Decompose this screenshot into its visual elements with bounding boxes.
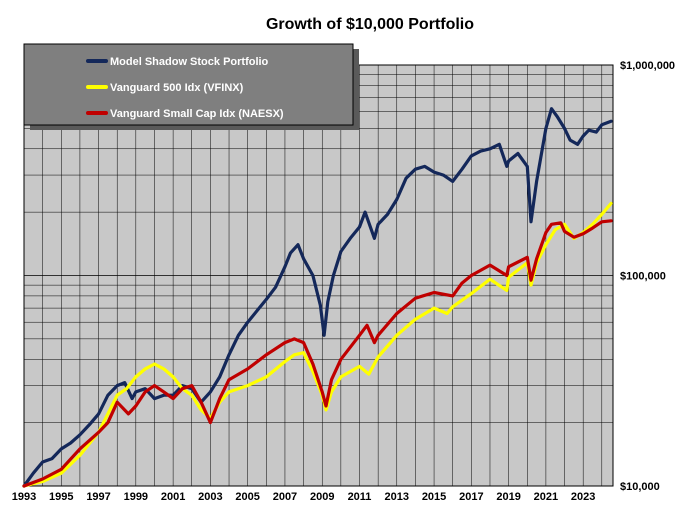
series-layer — [22, 107, 613, 488]
x-tick-label: 2003 — [198, 491, 222, 503]
x-tick-label: 2019 — [496, 491, 520, 503]
legend: Model Shadow Stock Portfolio Vanguard 500… — [23, 43, 359, 130]
legend-box — [23, 43, 354, 126]
legend-label-2: Vanguard Small Cap Idx (NAESX) — [110, 108, 284, 120]
series-line-2 — [22, 219, 613, 488]
x-tick-label: 2021 — [534, 491, 558, 503]
legend-label-0: Model Shadow Stock Portfolio — [110, 56, 269, 68]
y-tick-label: $1,000,000 — [620, 60, 675, 72]
y-tick-label: $100,000 — [620, 271, 666, 283]
legend-label-1: Vanguard 500 Idx (VFINX) — [110, 82, 244, 94]
x-tick-label: 2023 — [571, 491, 595, 503]
x-tick-label: 2001 — [161, 491, 185, 503]
x-tick-label: 2015 — [422, 491, 446, 503]
chart-title: Growth of $10,000 Portfolio — [266, 16, 474, 33]
series-line-0 — [22, 107, 613, 488]
x-axis-tick-labels: 1993 1995 1997 1999 2001 2003 2005 2007 2009 2011… — [12, 491, 596, 503]
x-tick-label: 1993 — [12, 491, 36, 503]
y-tick-label: $10,000 — [620, 481, 660, 493]
x-tick-label: 2007 — [273, 491, 297, 503]
x-tick-label: 1999 — [124, 491, 148, 503]
x-tick-label: 2013 — [385, 491, 409, 503]
x-tick-label: 2011 — [348, 491, 372, 503]
x-tick-label: 1997 — [86, 491, 110, 503]
x-tick-label: 1995 — [49, 491, 73, 503]
legend-items: Model Shadow Stock Portfolio Vanguard 500… — [86, 56, 284, 120]
x-tick-label: 2009 — [310, 491, 334, 503]
x-tick-label: 2017 — [459, 491, 483, 503]
x-tick-label: 2005 — [235, 491, 259, 503]
y-axis-tick-labels: $1,000,000 $100,000 $10,000 — [620, 60, 675, 493]
